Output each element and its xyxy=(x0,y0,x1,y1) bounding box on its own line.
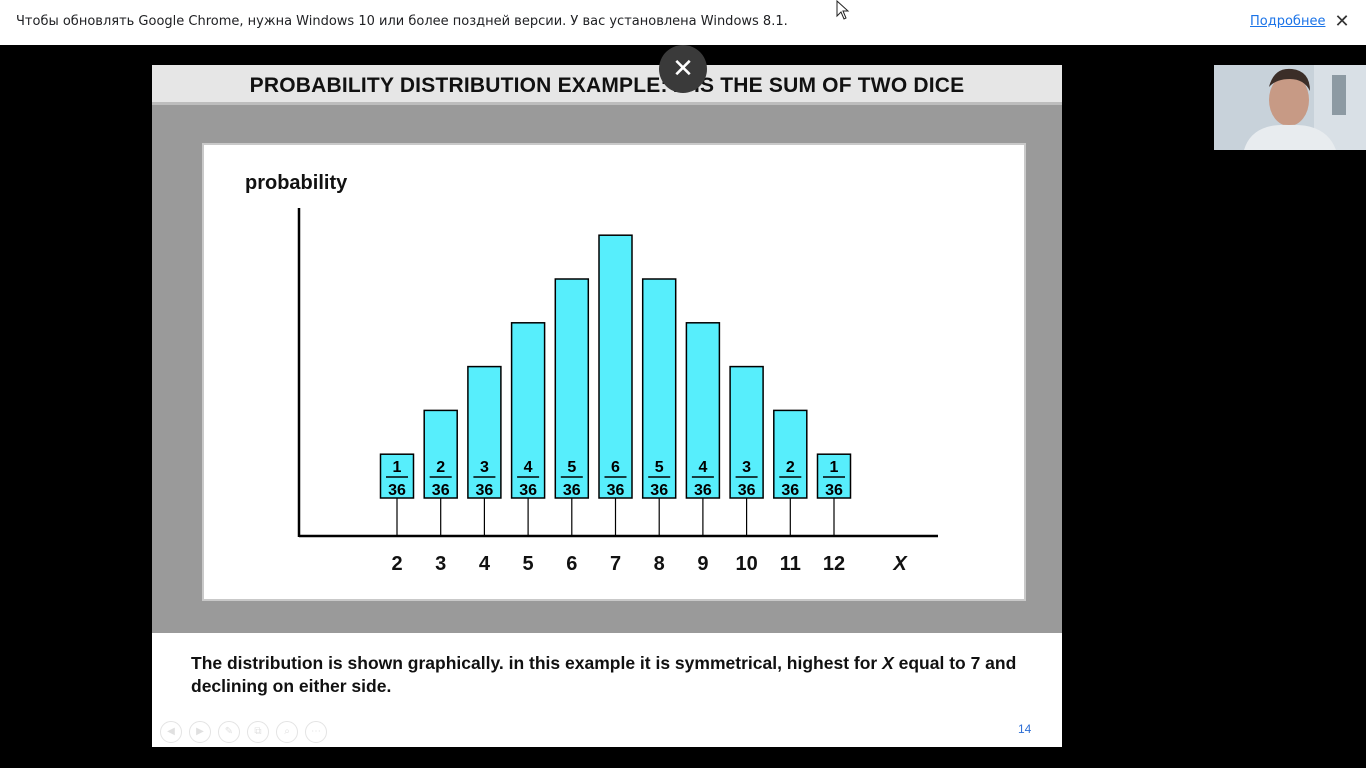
more-options-icon[interactable]: ⋯ xyxy=(305,721,327,743)
bar-denominator-label: 36 xyxy=(432,482,450,499)
x-tick-label: 3 xyxy=(435,553,446,575)
bar xyxy=(641,278,677,499)
bar-denominator-label: 36 xyxy=(738,482,756,499)
bar xyxy=(554,278,590,499)
bar-numerator-label: 1 xyxy=(393,459,402,476)
x-tick-label: 11 xyxy=(780,553,801,575)
bar-numerator-label: 6 xyxy=(611,459,620,476)
caption-area: The distribution is shown graphically. i… xyxy=(152,633,1062,747)
x-tick-label: 4 xyxy=(479,553,491,575)
infobar-close-icon[interactable]: ✕ xyxy=(1334,11,1350,31)
overlay-close-button[interactable]: ✕ xyxy=(659,45,707,93)
bar-numerator-label: 4 xyxy=(524,459,533,476)
bar-numerator-label: 1 xyxy=(830,459,839,476)
chart-panel: probability X 1 36 2 2 36 3 3 36 4 4 36 5 5 36 6 6 36 7 5 3… xyxy=(202,143,1026,601)
bar xyxy=(467,365,502,499)
bar-numerator-label: 4 xyxy=(698,459,707,476)
bar xyxy=(598,234,633,499)
bars-group: 1 36 2 2 36 3 3 36 4 4 36 5 5 36 6 6 36 7 5 36 8 4 36 9 3 36 10 2 36… xyxy=(379,234,852,575)
pen-icon[interactable]: ✎ xyxy=(218,721,240,743)
bar-numerator-label: 5 xyxy=(655,459,664,476)
x-tick-label: 7 xyxy=(610,553,621,575)
bar-denominator-label: 36 xyxy=(607,482,625,499)
presentation-slide: PROBABILITY DISTRIBUTION EXAMPLE: X IS T… xyxy=(152,65,1062,747)
presenter-image xyxy=(1214,65,1366,150)
bar-denominator-label: 36 xyxy=(650,482,668,499)
learn-more-link[interactable]: Подробнее xyxy=(1250,14,1326,29)
bar xyxy=(379,453,415,499)
bar xyxy=(423,409,458,499)
y-axis-label: probability xyxy=(245,172,348,194)
slide-title-bar: PROBABILITY DISTRIBUTION EXAMPLE: X IS T… xyxy=(152,65,1062,105)
webcam-video xyxy=(1214,65,1366,150)
zoom-icon[interactable]: ⌕ xyxy=(276,721,298,743)
x-tick-label: 12 xyxy=(823,553,845,575)
x-tick-label: 2 xyxy=(391,553,402,575)
slide-title: PROBABILITY DISTRIBUTION EXAMPLE: X IS T… xyxy=(249,74,965,97)
bar xyxy=(816,453,852,499)
x-axis-label: X xyxy=(892,553,908,575)
bar xyxy=(773,409,808,499)
x-tick-label: 8 xyxy=(654,553,665,575)
bar-numerator-label: 3 xyxy=(480,459,489,476)
bar-numerator-label: 3 xyxy=(742,459,751,476)
infobar-message: Чтобы обновлять Google Chrome, нужна Win… xyxy=(16,14,788,29)
next-slide-icon[interactable]: ▶ xyxy=(189,721,211,743)
x-tick-label: 10 xyxy=(735,553,757,575)
bar-denominator-label: 36 xyxy=(519,482,537,499)
slides-grid-icon[interactable]: ⧉ xyxy=(247,721,269,743)
bar-numerator-label: 2 xyxy=(436,459,445,476)
x-tick-label: 9 xyxy=(697,553,708,575)
update-infobar: Чтобы обновлять Google Chrome, нужна Win… xyxy=(0,0,1366,45)
mouse-cursor-icon xyxy=(836,0,850,20)
probability-chart: probability X 1 36 2 2 36 3 3 36 4 4 36 5 5 36 6 6 36 7 5 3… xyxy=(245,172,938,575)
slide-caption: The distribution is shown graphically. i… xyxy=(191,652,1041,698)
prev-slide-icon[interactable]: ◀ xyxy=(160,721,182,743)
bar-denominator-label: 36 xyxy=(476,482,494,499)
x-tick-label: 6 xyxy=(566,553,577,575)
caption-x-symbol: X xyxy=(882,653,894,673)
slide-nav-tools: ◀ ▶ ✎ ⧉ ⌕ ⋯ xyxy=(160,721,327,743)
x-tick-label: 5 xyxy=(523,553,534,575)
bar xyxy=(510,322,546,499)
caption-text-2: equal to 7 and declining on either side. xyxy=(191,653,1017,696)
caption-text-1: The distribution is shown graphically. i… xyxy=(191,653,883,673)
bar-denominator-label: 36 xyxy=(694,482,712,499)
bar xyxy=(729,365,764,499)
bar-denominator-label: 36 xyxy=(388,482,406,499)
bar-numerator-label: 5 xyxy=(567,459,576,476)
bar-denominator-label: 36 xyxy=(825,482,843,499)
bar-denominator-label: 36 xyxy=(781,482,799,499)
slide-page-number: 14 xyxy=(1018,722,1032,736)
bar-denominator-label: 36 xyxy=(563,482,581,499)
bar-numerator-label: 2 xyxy=(786,459,795,476)
bar xyxy=(685,322,721,499)
